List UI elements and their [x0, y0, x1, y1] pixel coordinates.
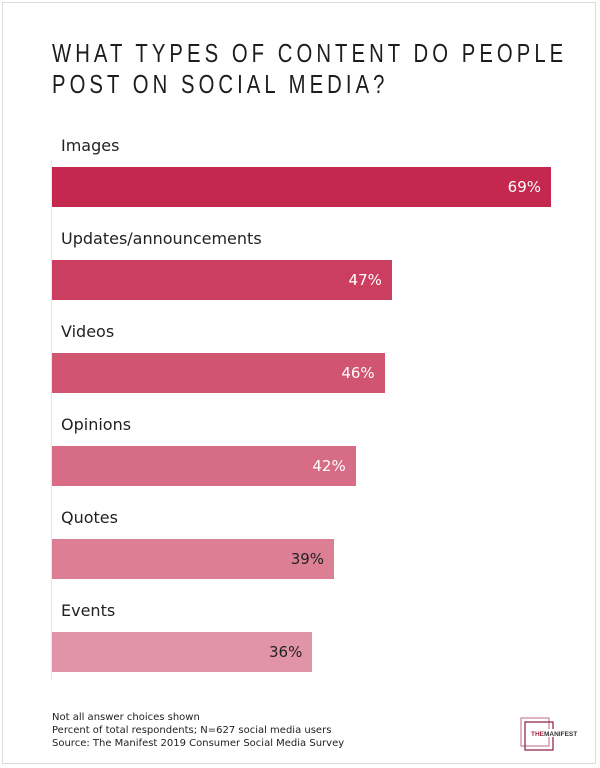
data-label: 42% — [312, 457, 346, 475]
footnote: Not all answer choices shown — [52, 712, 200, 723]
footer-notes: Not all answer choices shown Percent of … — [52, 711, 344, 750]
bar-videos: 46% — [52, 353, 385, 393]
svg-text:MANIFEST: MANIFEST — [544, 731, 577, 738]
category-label: Quotes — [61, 508, 118, 527]
category-label: Updates/announcements — [61, 229, 262, 248]
footnote: Percent of total respondents; N=627 soci… — [52, 725, 332, 736]
bar-quotes: 39% — [52, 539, 335, 579]
data-label: 46% — [341, 364, 375, 382]
category-label: Images — [61, 136, 120, 155]
bar-updates-announcements: 47% — [52, 260, 392, 300]
bar-opinions: 42% — [52, 446, 356, 486]
data-label: 39% — [290, 550, 325, 568]
svg-text:THE: THE — [531, 731, 545, 738]
title-line-1: WHAT TYPES OF CONTENT DO PEOPLE — [52, 38, 568, 68]
the-manifest-logo: THE MANIFEST — [520, 717, 580, 751]
category-label: Events — [61, 601, 116, 620]
category-label: Opinions — [61, 415, 132, 434]
title-line-2: POST ON SOCIAL MEDIA? — [52, 69, 389, 99]
source-note: Source: The Manifest 2019 Consumer Socia… — [52, 738, 345, 749]
bar-images: 69% — [52, 167, 551, 207]
data-label: 36% — [269, 643, 303, 661]
category-label: Videos — [61, 322, 115, 341]
chart-title: WHAT TYPES OF CONTENT DO PEOPLE POST ON … — [52, 38, 582, 100]
data-label: 47% — [348, 271, 382, 289]
bar-events: 36% — [52, 632, 313, 672]
y-axis-line — [51, 160, 52, 680]
data-label: 69% — [507, 178, 541, 196]
